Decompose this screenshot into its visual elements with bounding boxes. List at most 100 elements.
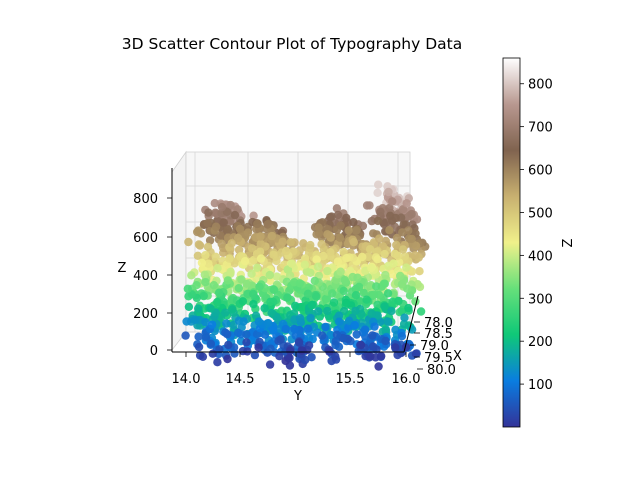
data-point [374, 362, 383, 371]
data-point [354, 282, 364, 292]
data-point [413, 280, 422, 289]
data-point [373, 300, 382, 309]
data-point [304, 341, 314, 350]
data-point [204, 208, 213, 217]
x-axis-line [403, 295, 419, 353]
data-point [208, 320, 217, 329]
data-point [213, 297, 222, 307]
data-point [367, 309, 376, 318]
data-point [242, 330, 251, 339]
data-point [404, 303, 413, 313]
data-point [344, 323, 353, 332]
data-point [374, 180, 383, 189]
data-point [300, 254, 310, 263]
data-point [380, 249, 389, 259]
data-point [326, 248, 335, 257]
data-point [303, 324, 313, 333]
data-point [390, 249, 400, 258]
data-point [266, 297, 275, 306]
data-point [368, 331, 377, 340]
y-axis-label: Y [293, 389, 302, 404]
data-point [400, 313, 409, 322]
data-point [211, 252, 220, 261]
data-point [243, 347, 252, 356]
colorbar-label: Z [561, 238, 576, 247]
data-point [194, 240, 204, 249]
data-point [340, 276, 350, 285]
colorbar-tick-label: 300 [528, 292, 553, 307]
data-point [314, 223, 323, 232]
data-point [290, 324, 299, 334]
data-point [297, 346, 306, 355]
data-point [295, 279, 304, 288]
tick-labels: 14.0 14.5 15.0 15.5 16.0 0 200 400 600 800 78.078.… [133, 192, 456, 387]
data-point [255, 247, 265, 256]
data-point [376, 207, 385, 216]
data-point [221, 308, 230, 317]
data-point [389, 259, 398, 268]
data-point [384, 187, 393, 197]
colorbar-tick-label: 200 [528, 335, 553, 350]
data-point [392, 240, 401, 250]
data-point [201, 278, 210, 287]
chart-title: 3D Scatter Contour Plot of Typography Da… [122, 35, 462, 53]
data-point [396, 271, 405, 281]
axis-lines [171, 168, 419, 353]
y-tick-label: 15.5 [336, 372, 365, 387]
data-point [213, 264, 222, 273]
data-point [326, 330, 335, 340]
data-point [301, 355, 310, 365]
data-point [233, 233, 243, 243]
data-point [366, 352, 375, 361]
data-point [360, 325, 370, 335]
data-point [194, 226, 203, 235]
z-tick-label: 400 [133, 269, 158, 284]
z-tick-label: 0 [150, 344, 158, 359]
data-point [300, 260, 310, 269]
data-point [234, 284, 243, 293]
data-point [294, 338, 304, 347]
data-point [375, 234, 384, 243]
data-point [411, 251, 420, 260]
data-point [326, 213, 335, 222]
data-point [265, 360, 275, 369]
data-point [282, 246, 291, 256]
data-point [381, 336, 390, 346]
data-point [223, 354, 232, 364]
data-point [286, 346, 295, 355]
data-point [237, 275, 246, 284]
data-point [335, 317, 344, 326]
data-point [267, 308, 276, 318]
data-point [352, 330, 361, 339]
data-point [333, 210, 343, 220]
colorbar-tick-label: 800 [528, 78, 553, 93]
data-point [312, 255, 321, 264]
data-point [321, 322, 330, 332]
data-point [183, 284, 192, 293]
data-point [331, 352, 340, 361]
data-point [370, 322, 379, 331]
data-point [230, 210, 240, 220]
data-point [234, 316, 244, 325]
data-point [336, 221, 345, 230]
data-point [402, 199, 411, 208]
data-point [392, 233, 402, 243]
data-point [328, 289, 337, 298]
data-point [203, 242, 213, 252]
data-point [384, 317, 393, 326]
data-point [286, 238, 295, 247]
data-point [374, 290, 384, 299]
data-point [235, 224, 245, 234]
data-point [254, 317, 264, 326]
data-point [223, 225, 233, 234]
data-point [194, 342, 204, 352]
y-tick-label: 14.5 [226, 372, 255, 387]
data-point [228, 305, 237, 314]
data-point [243, 228, 253, 237]
data-point [263, 220, 272, 229]
data-point [339, 286, 348, 296]
data-point [211, 222, 221, 231]
data-point [317, 240, 326, 249]
data-point [358, 252, 367, 262]
